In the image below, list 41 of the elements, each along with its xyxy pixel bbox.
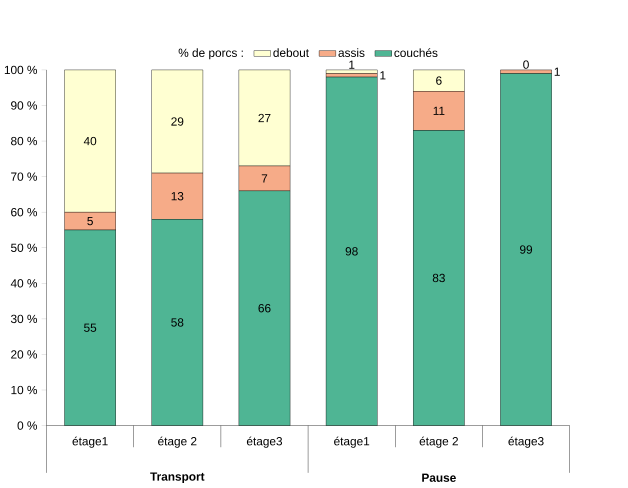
legend-title: % de porcs : [178,48,243,60]
x-tick-label: étage 2 [158,436,196,448]
data-label: 58 [171,318,184,327]
y-tick-label: 40 % [10,279,38,288]
data-label: 1 [349,60,354,69]
x-tick-label: étage1 [334,436,370,448]
data-label: 98 [346,247,358,256]
y-tick-label: 80 % [11,137,38,146]
y-tick-label: 20 % [11,350,38,359]
x-tick-label: étage1 [72,436,108,448]
y-tick-label: 70 % [11,172,38,181]
y-tick-label: 10 % [11,386,38,394]
data-label: 13 [172,192,184,201]
data-label: 83 [432,274,445,282]
data-label: 1 [554,68,560,76]
y-tick-label: 60 % [11,208,38,217]
y-tick-label: 50 % [11,244,38,252]
data-label: 99 [520,246,532,254]
data-label: 7 [262,174,268,183]
y-tick-label: 0 % [18,422,38,430]
y-tick-label: 100 % [4,66,38,74]
data-label: 27 [258,114,270,122]
y-tick-label: 90 % [11,102,38,110]
data-label: 5 [87,217,93,226]
data-label: 6 [436,76,442,85]
y-tick-label: 30 % [10,314,38,324]
x-tick-label: étage 2 [420,436,458,448]
text: Transport [150,472,204,484]
data-label: 55 [84,324,96,332]
text: Pause [422,474,456,482]
data-label: 66 [258,304,271,313]
x-tick-label: étage3 [508,436,544,448]
legend-label: assis [338,48,364,58]
legend-label: couchés [394,48,438,58]
data-label: 0 [523,60,529,69]
data-label: 1 [380,71,386,80]
data-label: 11 [434,106,444,116]
data-label: 29 [171,118,184,126]
legend-label: debout [273,48,309,58]
x-tick-label: étage3 [246,436,282,448]
data-label: 40 [84,137,96,146]
